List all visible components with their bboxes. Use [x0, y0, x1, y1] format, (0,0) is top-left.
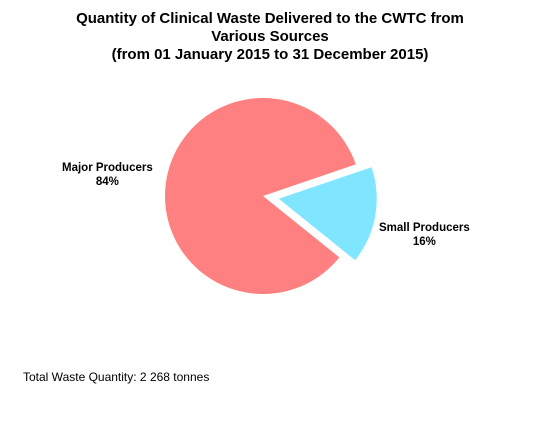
- total-waste-quantity: Total Waste Quantity: 2 268 tonnes: [23, 370, 210, 384]
- slice-percent-major-producers: 84%: [95, 176, 119, 188]
- slice-label-small-producers: Small Producers 16%: [379, 221, 470, 249]
- slice-name-small-producers: Small Producers: [379, 222, 470, 234]
- slice-percent-small-producers: 16%: [412, 236, 436, 248]
- chart-title: Quantity of Clinical Waste Delivered to …: [0, 10, 540, 64]
- pie-slice-small-producers: [278, 167, 377, 261]
- chart-title-line-3: (from 01 January 2015 to 31 December 201…: [111, 46, 429, 63]
- slice-label-major-producers: Major Producers 84%: [62, 161, 153, 189]
- pie-slice-major-producers: [164, 97, 356, 294]
- chart-title-line-2: Various Sources: [211, 28, 329, 45]
- slice-name-major-producers: Major Producers: [62, 162, 153, 174]
- chart-title-line-1: Quantity of Clinical Waste Delivered to …: [76, 10, 464, 27]
